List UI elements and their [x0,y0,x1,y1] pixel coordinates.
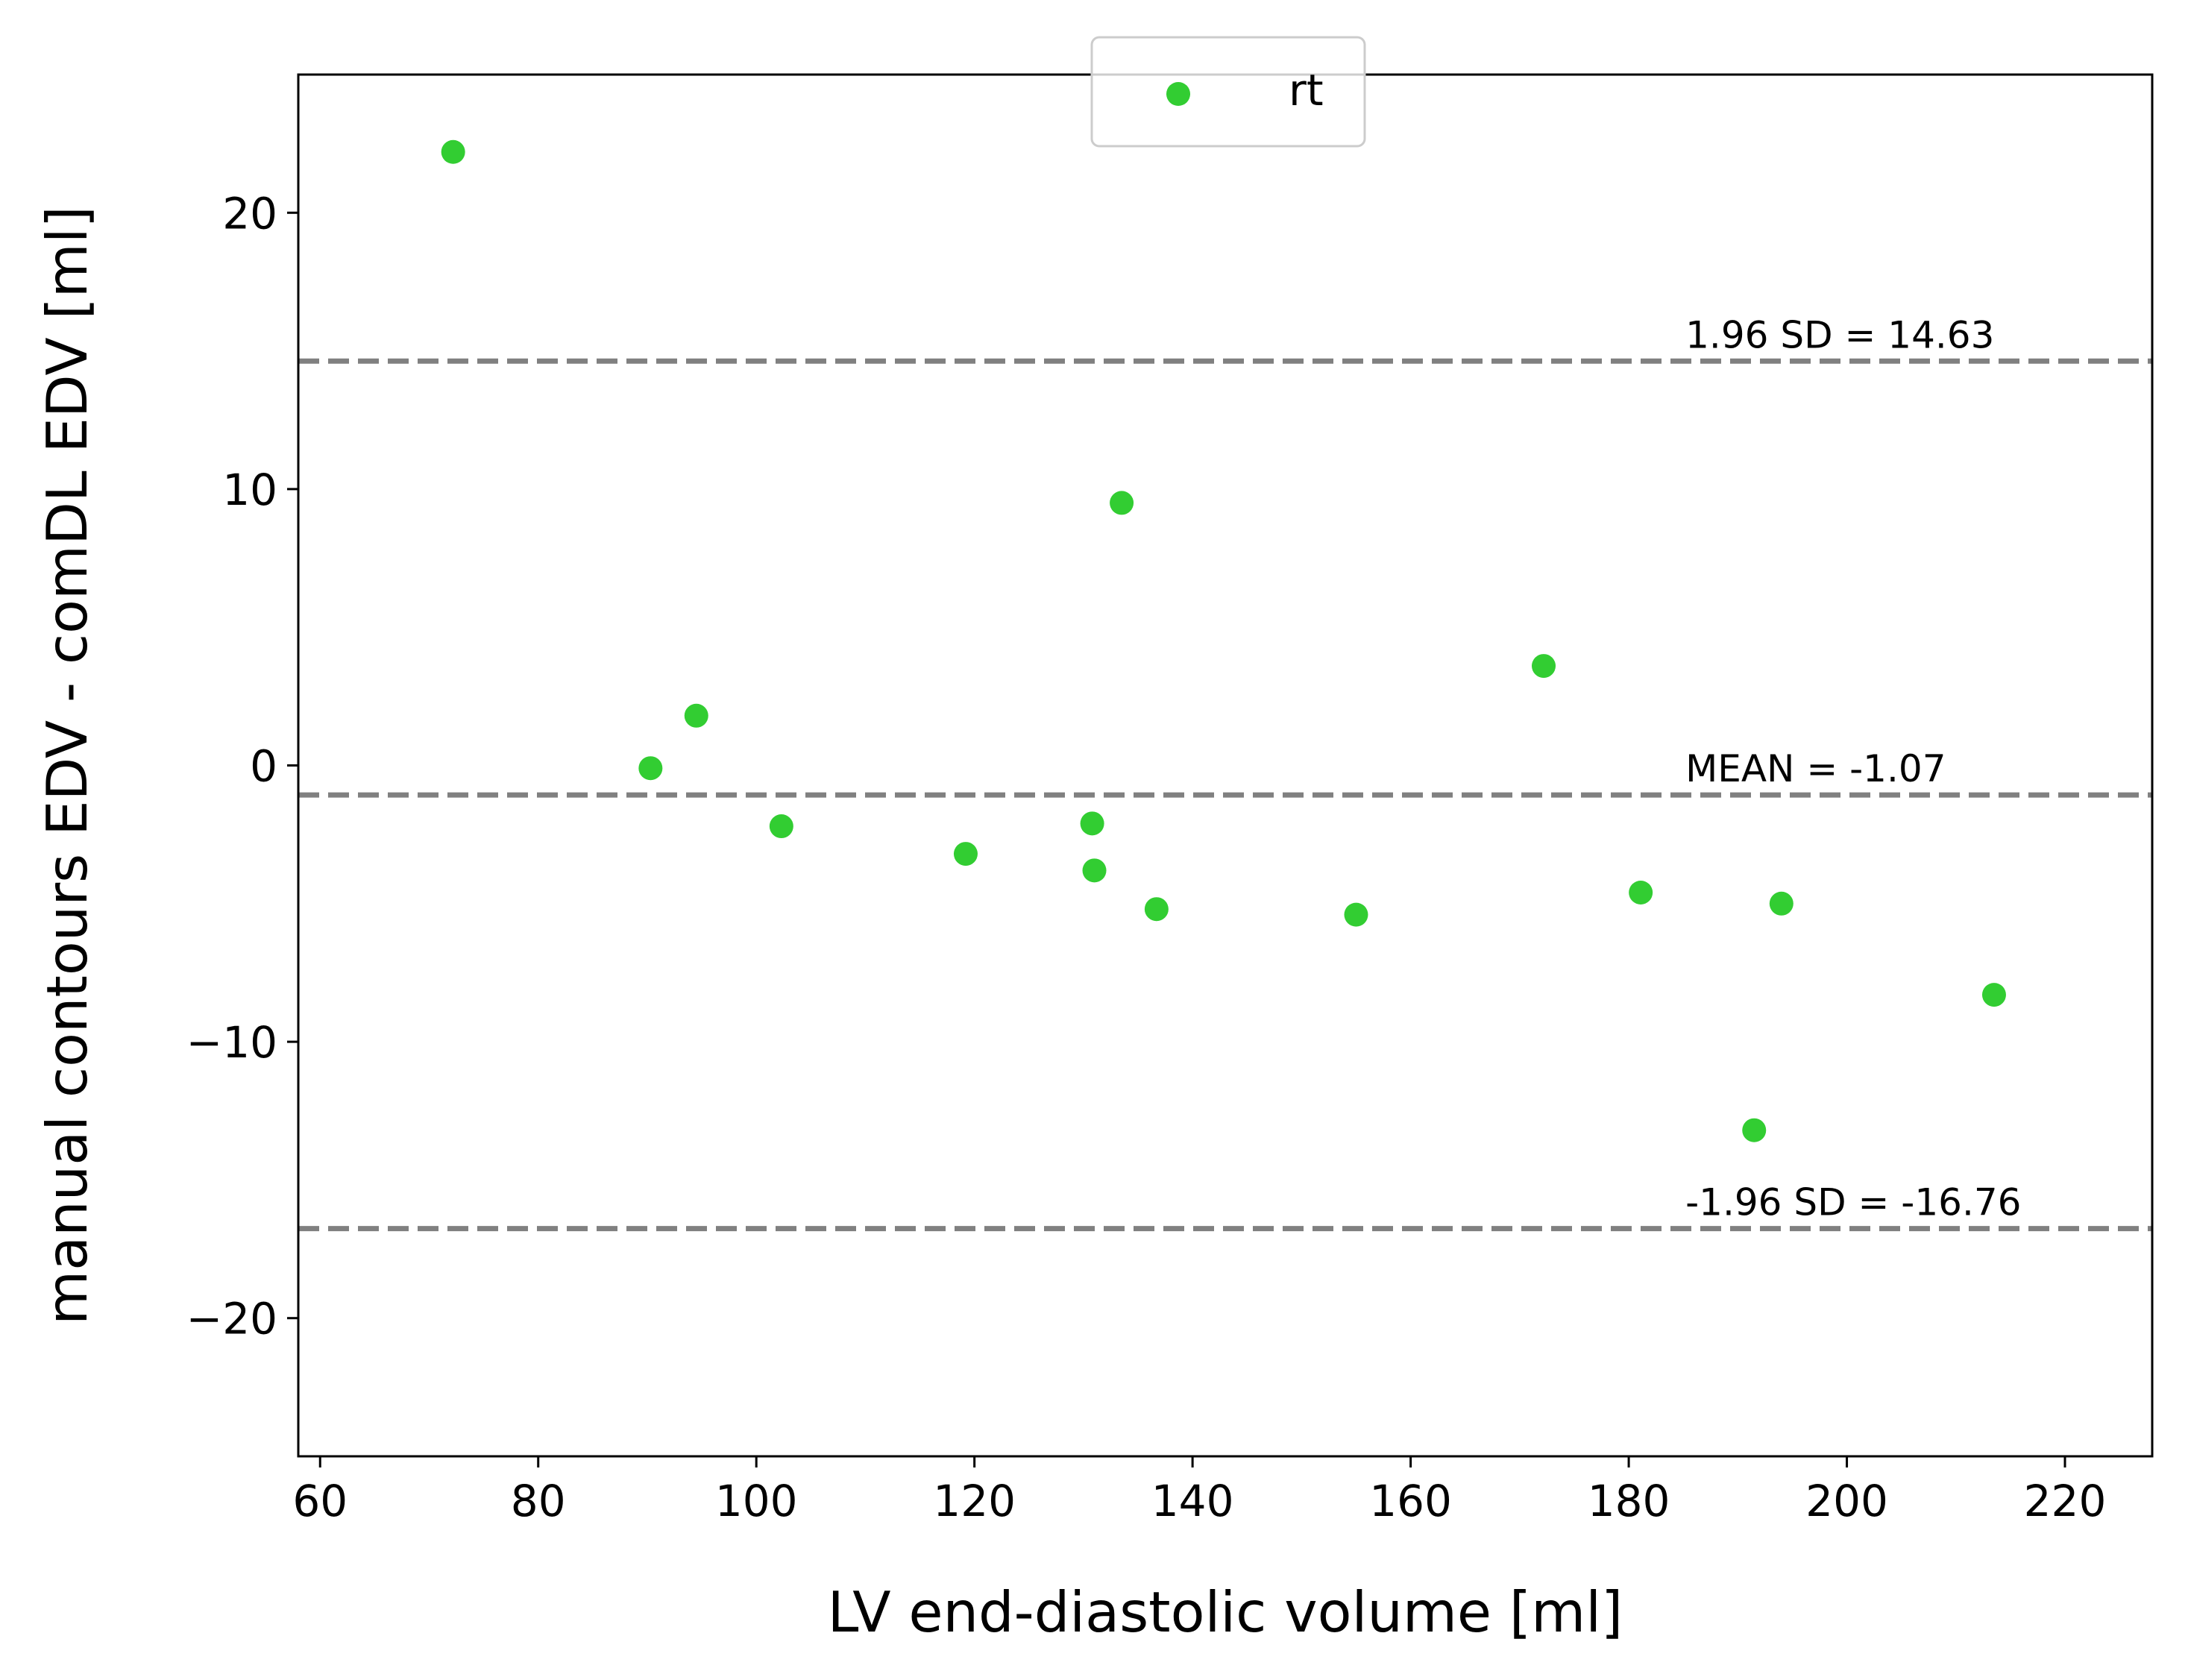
legend-label: rt [1289,65,1324,116]
y-tick-label: −10 [186,1017,277,1068]
plot-area: 1.96 SD = 14.63 MEAN = -1.07 -1.96 SD = -1… [298,139,2152,1232]
x-tick-label: 140 [1151,1476,1234,1526]
data-point [1532,654,1556,679]
data-point [953,842,978,866]
legend-marker [1166,82,1190,106]
reference-line-label: 1.96 SD = 14.63 [1685,313,1994,356]
data-point [684,703,708,728]
x-tick-label: 80 [511,1476,566,1526]
axes: 60 80 100 120 140 160 180 200 220 −20 −10 0 10 20 [186,73,2154,1526]
data-point [1080,811,1104,836]
data-point [441,139,465,164]
legend-box [1090,36,1366,148]
data-point [1082,858,1107,883]
data-point [1144,897,1169,922]
reference-line-label: -1.96 SD = -16.76 [1685,1181,2021,1224]
data-point [1769,891,1794,916]
y-tick-label: 20 [222,188,277,239]
x-tick-label: 180 [1588,1476,1670,1526]
data-point [1981,983,2006,1007]
x-tick-label: 120 [933,1476,1016,1526]
x-tick-label: 220 [2024,1476,2107,1526]
data-point [1742,1118,1767,1142]
x-tick-label: 160 [1369,1476,1452,1526]
legend: rt [1090,36,1366,148]
data-point [1110,491,1134,515]
x-tick-label: 60 [292,1476,348,1526]
y-tick-label: 0 [250,741,277,792]
data-point [1344,902,1368,927]
data-point [638,756,663,781]
x-tick-label: 200 [1805,1476,1888,1526]
y-tick-label: −20 [186,1294,277,1344]
y-axis-label: manual contours EDV - comDL EDV [ml] [34,206,100,1325]
x-axis-label: LV end-diastolic volume [ml] [828,1579,1623,1645]
x-tick-label: 100 [715,1476,798,1526]
data-point [769,814,793,839]
y-tick-label: 10 [222,465,277,515]
reference-line-label: MEAN = -1.07 [1685,747,1946,790]
data-point [1629,880,1653,905]
